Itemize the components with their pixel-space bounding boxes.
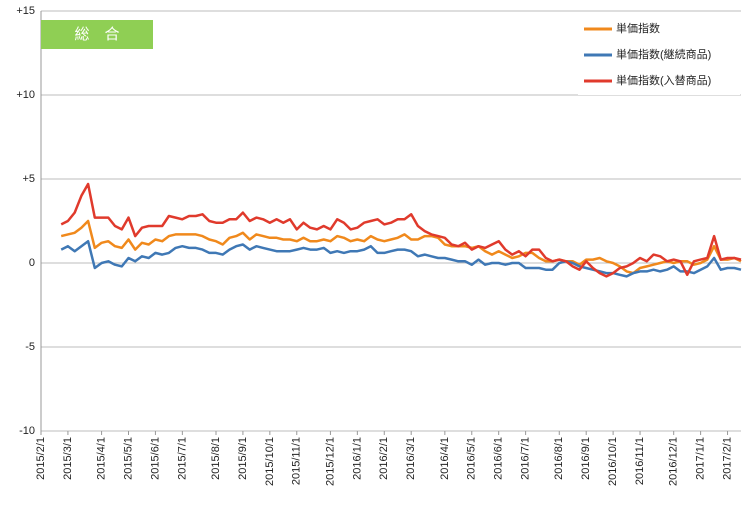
x-tick-label: 2015/6/1 xyxy=(149,437,161,480)
x-tick-label: 2016/7/1 xyxy=(520,437,532,480)
x-tick-label: 2017/2/1 xyxy=(721,437,733,480)
y-tick-label: +15 xyxy=(16,5,35,17)
x-tick-label: 2015/11/1 xyxy=(291,437,303,485)
x-tick-label: 2016/3/1 xyxy=(405,437,417,480)
x-tick-label: 2016/9/1 xyxy=(580,437,592,480)
x-tick-label: 2017/1/1 xyxy=(695,437,707,480)
x-tick-label: 2016/8/1 xyxy=(553,437,565,480)
x-tick-label: 2015/4/1 xyxy=(95,437,107,480)
series-line xyxy=(60,182,742,278)
x-tick-label: 2015/9/1 xyxy=(237,437,249,480)
x-tick-label: 2016/10/1 xyxy=(607,437,619,486)
legend-label: 単価指数(継続商品) xyxy=(616,47,711,61)
series-line xyxy=(60,239,742,278)
x-tick-label: 2015/7/1 xyxy=(176,437,188,480)
x-tick-label: 2016/2/1 xyxy=(378,437,390,480)
badge: 総 合 xyxy=(74,26,119,43)
x-tick-label: 2015/2/1 xyxy=(35,437,47,480)
x-tick-label: 2015/12/1 xyxy=(324,437,336,486)
lines xyxy=(60,182,742,278)
x-tick-label: 2016/12/1 xyxy=(668,437,680,486)
x-tick-label: 2015/10/1 xyxy=(264,437,276,486)
legend-label: 単価指数(入替商品) xyxy=(616,73,711,87)
y-tick-label: -10 xyxy=(19,425,35,437)
x-tick-label: 2016/1/1 xyxy=(351,437,363,480)
y-tick-label: +5 xyxy=(22,173,35,185)
x-tick-label: 2015/8/1 xyxy=(210,437,222,480)
legend-label: 単価指数 xyxy=(616,21,660,35)
x-tick-label: 2016/4/1 xyxy=(439,437,451,480)
x-tick-label: 2016/11/1 xyxy=(634,437,646,485)
badge-box xyxy=(41,20,153,49)
x-tick-label: 2016/6/1 xyxy=(493,437,505,480)
x-tick-label: 2016/5/1 xyxy=(466,437,478,480)
y-tick-label: +10 xyxy=(16,89,35,101)
y-tick-label: -5 xyxy=(25,341,35,353)
series-line xyxy=(60,219,742,275)
y-tick-label: 0 xyxy=(29,257,35,269)
x-tick-label: 2015/5/1 xyxy=(122,437,134,480)
x-tick-label: 2015/3/1 xyxy=(62,437,74,480)
